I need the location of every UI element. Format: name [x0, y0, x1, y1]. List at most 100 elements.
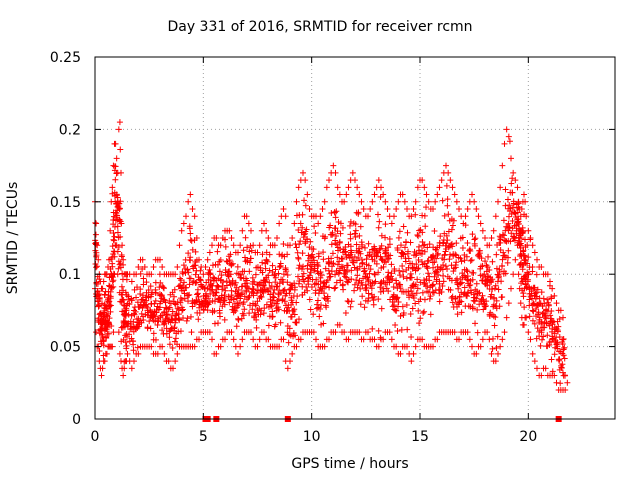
- data-point: [461, 257, 468, 264]
- data-point: [128, 365, 135, 372]
- data-point: [527, 336, 534, 343]
- data-point: [327, 222, 334, 229]
- data-point: [497, 246, 504, 253]
- data-point: [331, 209, 338, 216]
- data-point: [221, 295, 228, 302]
- data-point: [547, 312, 554, 319]
- data-point: [388, 261, 395, 268]
- data-point: [105, 330, 112, 337]
- data-point: [488, 235, 495, 241]
- data-point: [206, 266, 213, 273]
- data-point: [497, 184, 504, 191]
- data-point: [122, 312, 129, 319]
- data-point: [518, 280, 525, 287]
- data-point: [352, 177, 358, 184]
- data-point: [304, 287, 311, 294]
- data-point: [529, 350, 536, 357]
- data-point: [302, 240, 309, 247]
- data-point: [508, 285, 514, 292]
- data-point: [148, 343, 155, 350]
- data-point: [449, 184, 456, 191]
- data-point: [299, 211, 306, 218]
- data-point: [103, 334, 110, 341]
- data-point: [172, 358, 179, 365]
- data-point: [321, 343, 328, 350]
- data-point: [174, 263, 181, 270]
- data-point: [107, 308, 114, 315]
- data-point: [419, 177, 426, 184]
- data-point: [232, 308, 239, 315]
- data-point: [93, 220, 100, 227]
- data-point: [551, 292, 558, 299]
- data-point: [375, 269, 382, 276]
- data-point: [520, 290, 527, 297]
- data-point: [556, 334, 563, 341]
- data-point: [209, 262, 216, 269]
- data-point: [95, 256, 102, 263]
- data-point: [221, 316, 228, 323]
- data-point: [454, 311, 461, 318]
- data-point: [296, 241, 303, 248]
- data-point: [313, 276, 320, 283]
- data-point: [412, 281, 419, 288]
- data-point: [420, 242, 427, 249]
- data-point: [116, 350, 123, 357]
- data-point: [230, 307, 237, 314]
- data-point: [154, 350, 161, 357]
- data-point: [534, 286, 541, 293]
- data-point: [486, 267, 493, 274]
- data-point: [557, 307, 564, 314]
- data-point: [235, 286, 242, 293]
- data-point: [143, 301, 150, 308]
- data-point: [375, 177, 382, 184]
- data-point: [174, 305, 181, 312]
- data-point: [430, 281, 437, 288]
- data-point: [490, 301, 497, 308]
- data-point: [515, 220, 522, 227]
- data-point: [385, 288, 392, 295]
- data-point: [216, 295, 223, 302]
- data-point: [186, 281, 193, 288]
- data-point: [259, 269, 266, 276]
- data-point: [96, 347, 103, 354]
- data-point: [469, 231, 476, 238]
- data-point: [404, 229, 411, 236]
- data-point: [272, 274, 279, 281]
- data-point: [197, 267, 204, 274]
- data-point: [350, 259, 357, 266]
- data-point: [377, 245, 384, 252]
- data-point: [289, 350, 296, 357]
- data-point: [367, 206, 374, 213]
- data-point: [444, 237, 451, 244]
- data-point: [171, 300, 178, 307]
- data-point: [520, 228, 527, 235]
- data-point: [310, 311, 317, 318]
- data-point: [165, 358, 172, 365]
- data-point: [196, 336, 202, 343]
- data-point: [463, 253, 470, 260]
- data-point: [130, 347, 137, 354]
- data-point: [506, 202, 513, 209]
- data-point: [103, 312, 110, 319]
- data-point: [434, 252, 441, 259]
- data-point: [457, 255, 464, 262]
- data-point: [107, 288, 114, 295]
- data-point: [286, 325, 293, 332]
- data-point: [302, 228, 309, 235]
- data-point: [523, 314, 530, 321]
- data-point: [247, 302, 254, 309]
- data-point: [518, 235, 525, 242]
- data-point: [134, 284, 141, 291]
- data-point: [117, 146, 124, 153]
- data-point: [452, 251, 459, 258]
- data-point: [126, 301, 133, 308]
- data-point: [176, 242, 183, 249]
- data-point: [462, 222, 469, 229]
- data-point: [542, 365, 549, 372]
- data-point: [405, 255, 412, 262]
- data-point: [348, 276, 355, 283]
- data-point: [110, 230, 117, 237]
- data-point: [252, 271, 259, 278]
- data-point: [412, 198, 419, 205]
